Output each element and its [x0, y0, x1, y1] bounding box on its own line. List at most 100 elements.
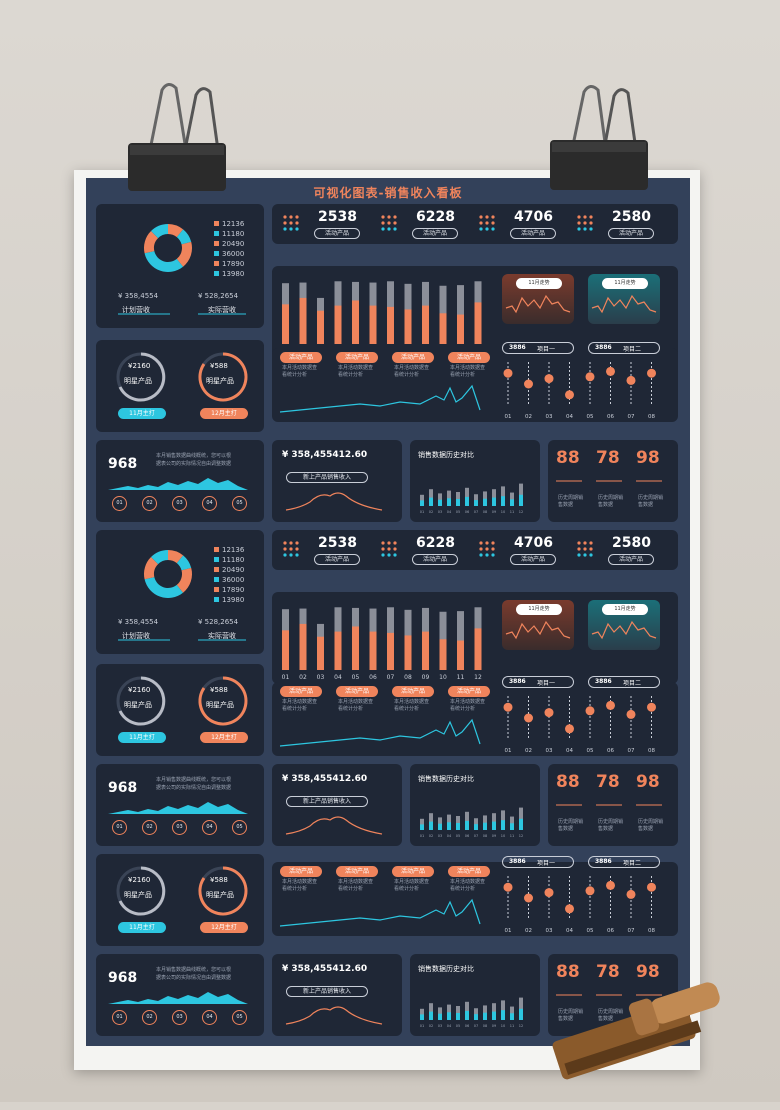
slider-knob[interactable] [585, 706, 595, 716]
wave-step[interactable]: 04 [202, 496, 217, 511]
stat-label: 活动产品 [314, 228, 360, 239]
slider-knob[interactable] [606, 880, 615, 890]
history-bar [492, 1003, 496, 1020]
ring-badge[interactable]: 11月主打 [118, 408, 166, 419]
activity-pill[interactable]: 活动产品 [280, 686, 322, 697]
project-tag[interactable]: 3886 项目二 [588, 856, 660, 868]
project-tag[interactable]: 3886 项目一 [502, 676, 574, 688]
history-label: 07 [474, 834, 478, 838]
project-tag[interactable]: 3886 项目二 [588, 676, 660, 688]
wave-chart [108, 478, 248, 490]
project-tag[interactable]: 3886 项目一 [502, 856, 574, 868]
score-label: 历史周期销售数据 [558, 495, 584, 508]
wave-step[interactable]: 02 [142, 820, 157, 835]
binder-clip-left-icon [128, 83, 226, 191]
activity-pill[interactable]: 活动产品 [392, 686, 434, 697]
history-bar-chart: 01 02 03 04 05 06 07 08 09 10 11 12 [420, 807, 523, 838]
ring-badge[interactable]: 11月主打 [118, 732, 166, 743]
history-bar-fill [447, 822, 451, 830]
wave-step[interactable]: 04 [202, 820, 217, 835]
slider-knob[interactable] [626, 709, 636, 719]
slider-knob[interactable] [585, 886, 595, 896]
wave-step[interactable]: 05 [232, 820, 247, 835]
wave-step[interactable]: 02 [142, 496, 157, 511]
ring-badge[interactable]: 12月主打 [200, 922, 248, 933]
legend-swatch [214, 547, 219, 552]
slider-knob[interactable] [544, 708, 554, 718]
activity-pill[interactable]: 活动产品 [336, 866, 378, 877]
ring-badge[interactable]: 12月主打 [200, 408, 248, 419]
donut-slice [176, 567, 192, 593]
project-tag-value: 3886 [595, 678, 612, 685]
activity-pill[interactable]: 活动产品 [448, 352, 490, 363]
wave-step[interactable]: 01 [112, 496, 127, 511]
bar-tick-label: 05 [352, 674, 360, 681]
trend-mini-card[interactable]: 11月走势 [502, 274, 574, 324]
slider-knob[interactable] [565, 390, 574, 400]
activity-desc: 本月活动数据查看统计分析 [450, 879, 486, 892]
activity-pill[interactable]: 活动产品 [392, 866, 434, 877]
ring-gauge [116, 676, 166, 726]
slider-knob[interactable] [606, 700, 615, 710]
slider-knob[interactable] [647, 368, 656, 378]
trend-mini-card[interactable]: 11月走势 [502, 600, 574, 650]
slider-knob[interactable] [544, 888, 554, 898]
legend-swatch [214, 221, 219, 226]
slider-knob[interactable] [503, 882, 513, 892]
activity-pill[interactable]: 活动产品 [392, 352, 434, 363]
stat-label: 活动产品 [314, 554, 360, 565]
bar-tick-label: 12 [474, 674, 482, 681]
project-tag[interactable]: 3886 项目一 [502, 342, 574, 354]
activity-pill[interactable]: 活动产品 [448, 686, 490, 697]
wave-step[interactable]: 05 [232, 496, 247, 511]
ring-badge[interactable]: 12月主打 [200, 732, 248, 743]
slider-knob[interactable] [647, 882, 656, 892]
activity-pill[interactable]: 活动产品 [448, 866, 490, 877]
activity-pill[interactable]: 活动产品 [336, 686, 378, 697]
slider-knob[interactable] [585, 372, 595, 382]
revenue-button[interactable]: 新上产品销售收入 [286, 796, 368, 807]
wave-step[interactable]: 03 [172, 820, 187, 835]
revenue-button[interactable]: 新上产品销售收入 [286, 986, 368, 997]
bar-fill [299, 623, 307, 670]
trend-card-label: 11月走势 [516, 604, 562, 615]
wave-step[interactable]: 01 [112, 820, 127, 835]
score-card: 88 历史周期销售数据 78 历史周期销售数据 98 历史周期销售数据 [548, 440, 678, 522]
slider-knob[interactable] [524, 893, 533, 903]
bar-fill [439, 313, 447, 344]
ring-badge[interactable]: 11月主打 [118, 922, 166, 933]
slider-knob[interactable] [626, 375, 636, 385]
revenue-button[interactable]: 新上产品销售收入 [286, 472, 368, 483]
slider-label: 08 [648, 748, 655, 754]
activity-pill[interactable]: 活动产品 [280, 352, 322, 363]
slider-knob[interactable] [565, 724, 574, 734]
bar-fill [352, 626, 359, 670]
dashboard-board: 可视化图表-销售收入看板 12136 11180 20490 36000 17890 13… [86, 178, 690, 1046]
wave-step[interactable]: 03 [172, 496, 187, 511]
slider-knob[interactable] [503, 368, 513, 378]
slider-knob[interactable] [544, 374, 554, 384]
project-tag[interactable]: 3886 项目二 [588, 342, 660, 354]
slider-knob[interactable] [647, 702, 656, 712]
score-divider [556, 994, 582, 996]
history-bar-fill [438, 823, 442, 830]
trend-mini-card[interactable]: 11月走势 [588, 600, 660, 650]
wave-step[interactable]: 02 [142, 1010, 157, 1025]
wave-step[interactable]: 05 [232, 1010, 247, 1025]
slider-knob[interactable] [626, 889, 636, 899]
stats-panel: 2538 活动产品 6228 活动产品 4706 活动产品 2580 活动产品 [272, 204, 678, 244]
slider-knob[interactable] [503, 702, 513, 712]
activity-pill[interactable]: 活动产品 [336, 352, 378, 363]
activity-desc: 本月活动数据查看统计分析 [338, 699, 374, 712]
activity-pill[interactable]: 活动产品 [280, 866, 322, 877]
trend-mini-card[interactable]: 11月走势 [588, 274, 660, 324]
slider-knob[interactable] [565, 904, 574, 914]
wave-step[interactable]: 04 [202, 1010, 217, 1025]
slider-knob[interactable] [524, 713, 533, 723]
slider-knob[interactable] [606, 366, 615, 376]
wave-step[interactable]: 03 [172, 1010, 187, 1025]
wave-step[interactable]: 01 [112, 1010, 127, 1025]
score-divider [636, 994, 662, 996]
slider-knob[interactable] [524, 379, 533, 389]
plan-label: 计划营收 [122, 306, 150, 314]
